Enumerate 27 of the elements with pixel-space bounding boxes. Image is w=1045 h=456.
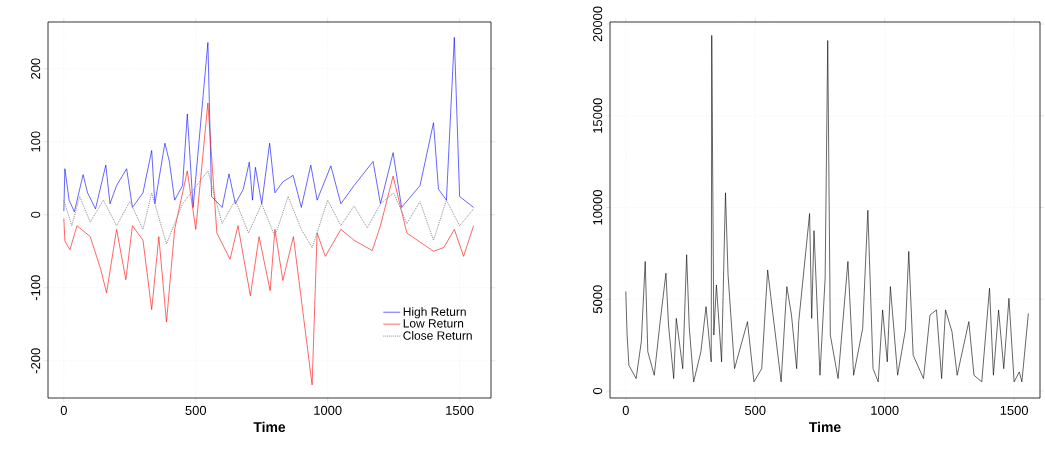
line-series bbox=[625, 35, 1029, 383]
line-series bbox=[63, 170, 475, 249]
line-series bbox=[63, 102, 474, 386]
x-axis-title: Time bbox=[809, 421, 841, 433]
y-tick-label: 100 bbox=[31, 131, 41, 152]
legend-label: Low Return bbox=[403, 319, 464, 328]
y-tick-label: 20000 bbox=[593, 6, 603, 42]
line-series bbox=[63, 37, 474, 213]
x-tick-label: 0 bbox=[60, 405, 67, 415]
x-tick-label: 1000 bbox=[871, 405, 899, 415]
x-tick-label: 1000 bbox=[314, 405, 342, 415]
x-tick-label: 500 bbox=[744, 405, 766, 415]
y-tick-label: 5000 bbox=[593, 285, 603, 314]
x-tick-label: 0 bbox=[622, 405, 629, 415]
y-tick-label: 0 bbox=[31, 211, 41, 218]
x-tick-label: 1500 bbox=[446, 405, 474, 415]
y-tick-label: -200 bbox=[31, 348, 41, 374]
x-tick-label: 500 bbox=[185, 405, 207, 415]
x-tick-label: 1500 bbox=[1000, 405, 1029, 415]
y-tick-label: -100 bbox=[31, 275, 41, 301]
y-tick-label: 15000 bbox=[593, 98, 603, 133]
y-tick-label: 0 bbox=[593, 387, 603, 395]
legend-label: Close Return bbox=[403, 331, 472, 340]
y-tick-label: 10000 bbox=[593, 190, 603, 225]
x-axis-title: Time bbox=[253, 421, 286, 433]
legend-label: High Return bbox=[403, 307, 466, 319]
y-tick-label: 200 bbox=[31, 58, 41, 79]
